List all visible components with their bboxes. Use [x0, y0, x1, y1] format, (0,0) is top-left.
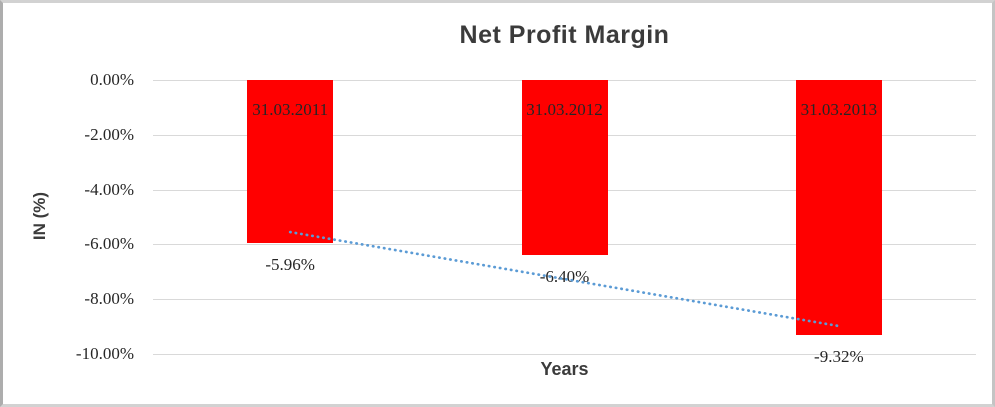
y-tick-label-0: 0.00% [90, 70, 134, 89]
y-tick-label-1: -2.00% [84, 124, 134, 144]
plot-area: 31.03.2011 -5.96% 31.03.2012 -6.40% 31.03.20… [153, 80, 976, 366]
category-label-1: 31.03.2012 [526, 100, 603, 119]
y-tick-label-5: -10.00% [75, 344, 134, 363]
data-label-2: -9.32% [814, 347, 864, 367]
y-tick-label-3: -6.00% [84, 234, 134, 254]
bar-2 [795, 80, 882, 336]
bar-1 [521, 80, 608, 256]
gridline-5 [153, 354, 976, 355]
data-label-0: -5.96% [265, 255, 315, 275]
category-label-2: 31.03.2013 [800, 100, 878, 119]
category-label-0: 31.03.2011 [252, 100, 329, 119]
trendline [288, 230, 841, 328]
x-axis-title: Years [540, 359, 589, 379]
chart-title: Net Profit Margin [459, 21, 670, 49]
bar-0 [247, 80, 334, 244]
gridline-4 [153, 299, 976, 301]
y-tick-label-4: -8.00% [84, 289, 134, 309]
y-tick-label-2: -4.00% [84, 179, 134, 199]
